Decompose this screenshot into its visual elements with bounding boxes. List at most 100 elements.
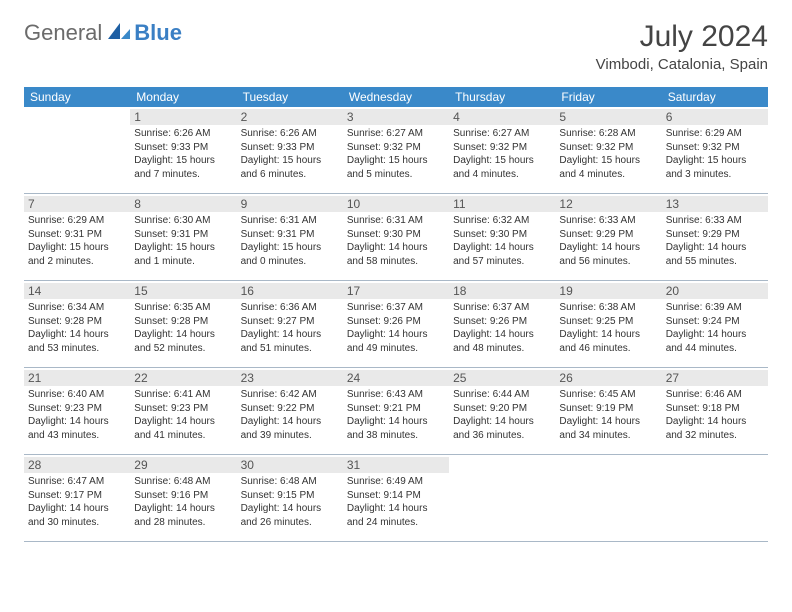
sunset-text: Sunset: 9:25 PM [559,315,657,329]
day-number: 19 [555,283,661,299]
day-info: Sunrise: 6:31 AMSunset: 9:30 PMDaylight:… [347,214,445,268]
daylight-text: Daylight: 14 hours and 57 minutes. [453,241,551,268]
sunrise-text: Sunrise: 6:26 AM [241,127,339,141]
sunset-text: Sunset: 9:20 PM [453,402,551,416]
sunset-text: Sunset: 9:15 PM [241,489,339,503]
daylight-text: Daylight: 14 hours and 48 minutes. [453,328,551,355]
day-number: 10 [343,196,449,212]
day-cell: 8Sunrise: 6:30 AMSunset: 9:31 PMDaylight… [130,194,236,280]
day-info: Sunrise: 6:27 AMSunset: 9:32 PMDaylight:… [453,127,551,181]
day-info: Sunrise: 6:49 AMSunset: 9:14 PMDaylight:… [347,475,445,529]
sunset-text: Sunset: 9:28 PM [28,315,126,329]
day-number: 16 [237,283,343,299]
day-info: Sunrise: 6:32 AMSunset: 9:30 PMDaylight:… [453,214,551,268]
daylight-text: Daylight: 15 hours and 5 minutes. [347,154,445,181]
day-number: 5 [555,109,661,125]
sunrise-text: Sunrise: 6:48 AM [134,475,232,489]
day-cell: 10 Sunrise: 6:31 AMSunset: 9:30 PMDayligh… [343,194,449,280]
day-info: Sunrise: 6:43 AMSunset: 9:21 PMDaylight:… [347,388,445,442]
day-number: 7 [24,196,130,212]
day-info: Sunrise: 6:41 AMSunset: 9:23 PMDaylight:… [134,388,232,442]
calendar-page: General Blue July 2024 Vimbodi, Cataloni… [0,0,792,562]
week-row: 1 Sunrise: 6:26 AMSunset: 9:33 PMDaylight… [24,107,768,194]
day-info: Sunrise: 6:27 AMSunset: 9:32 PMDaylight:… [347,127,445,181]
sunrise-text: Sunrise: 6:27 AM [453,127,551,141]
day-number: 28 [24,457,130,473]
daylight-text: Daylight: 15 hours and 4 minutes. [453,154,551,181]
daylight-text: Daylight: 14 hours and 43 minutes. [28,415,126,442]
sunrise-text: Sunrise: 6:37 AM [347,301,445,315]
day-cell: 12Sunrise: 6:33 AMSunset: 9:29 PMDayligh… [555,194,661,280]
day-info: Sunrise: 6:38 AMSunset: 9:25 PMDaylight:… [559,301,657,355]
day-cell: 23Sunrise: 6:42 AMSunset: 9:22 PMDayligh… [237,368,343,454]
day-number: 27 [662,370,768,386]
daylight-text: Daylight: 14 hours and 49 minutes. [347,328,445,355]
daylight-text: Daylight: 14 hours and 44 minutes. [666,328,764,355]
week-row: 28 Sunrise: 6:47 AMSunset: 9:17 PMDayligh… [24,455,768,542]
sunrise-text: Sunrise: 6:33 AM [559,214,657,228]
weekday-header: Wednesday [343,87,449,107]
sunset-text: Sunset: 9:24 PM [666,315,764,329]
day-number: 31 [343,457,449,473]
location-label: Vimbodi, Catalonia, Spain [596,56,768,73]
weekday-header: Tuesday [237,87,343,107]
day-number: 9 [237,196,343,212]
day-cell: 26Sunrise: 6:45 AMSunset: 9:19 PMDayligh… [555,368,661,454]
day-info: Sunrise: 6:26 AMSunset: 9:33 PMDaylight:… [241,127,339,181]
daylight-text: Daylight: 14 hours and 26 minutes. [241,502,339,529]
day-cell [24,107,130,193]
daylight-text: Daylight: 14 hours and 58 minutes. [347,241,445,268]
week-row: 14Sunrise: 6:34 AMSunset: 9:28 PMDayligh… [24,281,768,368]
calendar-grid: Sunday Monday Tuesday Wednesday Thursday… [24,87,768,542]
day-cell [662,455,768,541]
daylight-text: Daylight: 14 hours and 39 minutes. [241,415,339,442]
day-cell [449,455,555,541]
day-info: Sunrise: 6:47 AMSunset: 9:17 PMDaylight:… [28,475,126,529]
day-info: Sunrise: 6:48 AMSunset: 9:15 PMDaylight:… [241,475,339,529]
sunrise-text: Sunrise: 6:36 AM [241,301,339,315]
daylight-text: Daylight: 14 hours and 55 minutes. [666,241,764,268]
day-cell: 20 Sunrise: 6:39 AMSunset: 9:24 PMDayligh… [662,281,768,367]
sunrise-text: Sunrise: 6:45 AM [559,388,657,402]
day-number: 1 [130,109,236,125]
daylight-text: Daylight: 15 hours and 6 minutes. [241,154,339,181]
day-cell: 31 Sunrise: 6:49 AMSunset: 9:14 PMDayligh… [343,455,449,541]
weekday-header: Monday [130,87,236,107]
sunrise-text: Sunrise: 6:28 AM [559,127,657,141]
day-info: Sunrise: 6:44 AMSunset: 9:20 PMDaylight:… [453,388,551,442]
day-number: 29 [130,457,236,473]
day-number: 21 [24,370,130,386]
sunrise-text: Sunrise: 6:48 AM [241,475,339,489]
sunrise-text: Sunrise: 6:30 AM [134,214,232,228]
day-cell: 16Sunrise: 6:36 AMSunset: 9:27 PMDayligh… [237,281,343,367]
sunrise-text: Sunrise: 6:34 AM [28,301,126,315]
sunrise-text: Sunrise: 6:29 AM [28,214,126,228]
daylight-text: Daylight: 14 hours and 53 minutes. [28,328,126,355]
day-number: 20 [662,283,768,299]
day-info: Sunrise: 6:40 AMSunset: 9:23 PMDaylight:… [28,388,126,442]
week-row: 21 Sunrise: 6:40 AMSunset: 9:23 PMDayligh… [24,368,768,455]
day-number [662,457,768,459]
weekday-header: Saturday [662,87,768,107]
day-cell: 30 Sunrise: 6:48 AMSunset: 9:15 PMDayligh… [237,455,343,541]
sunrise-text: Sunrise: 6:39 AM [666,301,764,315]
sunset-text: Sunset: 9:26 PM [347,315,445,329]
day-number: 13 [662,196,768,212]
day-number: 14 [24,283,130,299]
day-info: Sunrise: 6:29 AMSunset: 9:32 PMDaylight:… [666,127,764,181]
weekday-header-row: Sunday Monday Tuesday Wednesday Thursday… [24,87,768,107]
sunrise-text: Sunrise: 6:26 AM [134,127,232,141]
sunrise-text: Sunrise: 6:35 AM [134,301,232,315]
day-number: 25 [449,370,555,386]
day-info: Sunrise: 6:30 AMSunset: 9:31 PMDaylight:… [134,214,232,268]
day-number: 30 [237,457,343,473]
sunset-text: Sunset: 9:29 PM [559,228,657,242]
sunrise-text: Sunrise: 6:43 AM [347,388,445,402]
daylight-text: Daylight: 14 hours and 28 minutes. [134,502,232,529]
daylight-text: Daylight: 14 hours and 30 minutes. [28,502,126,529]
day-number: 22 [130,370,236,386]
sunset-text: Sunset: 9:23 PM [28,402,126,416]
day-cell: 22 Sunrise: 6:41 AMSunset: 9:23 PMDayligh… [130,368,236,454]
sunset-text: Sunset: 9:28 PM [134,315,232,329]
day-info: Sunrise: 6:34 AMSunset: 9:28 PMDaylight:… [28,301,126,355]
